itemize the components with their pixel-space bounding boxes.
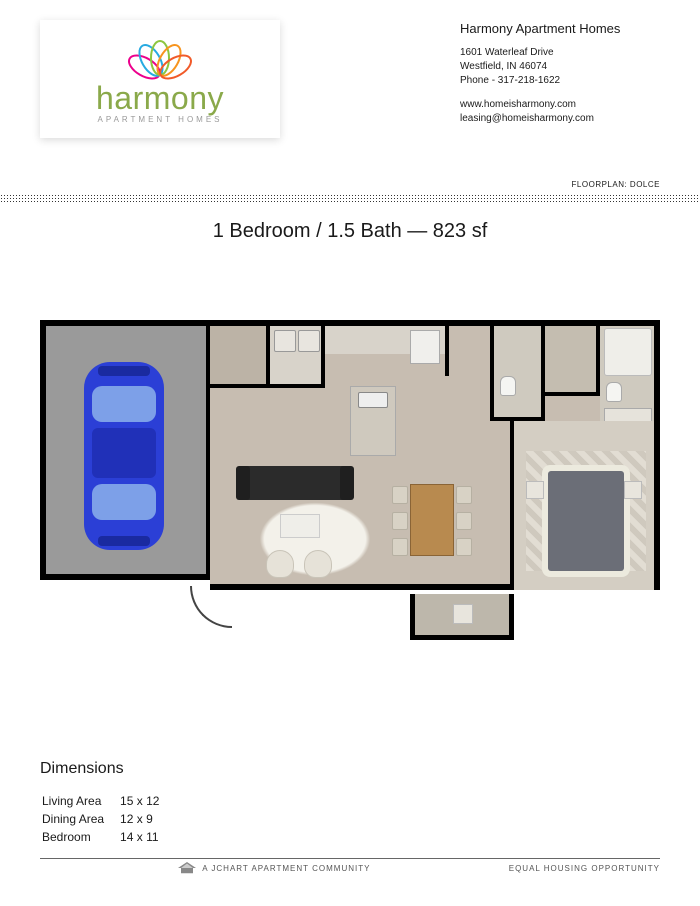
logo-card: harmony APARTMENT HOMES bbox=[40, 20, 280, 138]
logo-subtext: APARTMENT HOMES bbox=[97, 115, 222, 124]
page-title: 1 Bedroom / 1.5 Bath — 823 sf bbox=[0, 220, 700, 243]
logo-wordmark: harmony bbox=[96, 80, 224, 117]
table-row: Living Area 15 x 12 bbox=[42, 794, 173, 810]
dim-value: 15 x 12 bbox=[120, 794, 173, 810]
room-full-bath bbox=[600, 326, 654, 436]
interior-wall bbox=[445, 326, 449, 376]
phone: Phone - 317-218-1622 bbox=[460, 74, 660, 88]
garage-door-swing-icon bbox=[190, 586, 232, 628]
room-utility bbox=[210, 326, 270, 388]
bed-icon bbox=[548, 471, 624, 571]
website: www.homeisharmony.com bbox=[460, 98, 660, 112]
nightstand-icon bbox=[526, 481, 544, 499]
company-name: Harmony Apartment Homes bbox=[460, 20, 660, 38]
dim-label: Bedroom bbox=[42, 830, 118, 846]
dimensions-table: Living Area 15 x 12 Dining Area 12 x 9 B… bbox=[40, 792, 175, 848]
room-main-shell bbox=[210, 320, 660, 590]
sink-icon bbox=[358, 392, 388, 408]
dryer-icon bbox=[298, 330, 320, 352]
toilet-icon bbox=[606, 382, 622, 402]
footer-community: A JCHART APARTMENT COMMUNITY bbox=[202, 864, 370, 873]
address-line-2: Westfield, IN 46074 bbox=[460, 60, 660, 74]
bathtub-icon bbox=[604, 328, 652, 376]
house-icon bbox=[178, 862, 196, 874]
table-row: Dining Area 12 x 9 bbox=[42, 812, 173, 828]
dining-chair-icon bbox=[392, 538, 408, 556]
nightstand-icon bbox=[624, 481, 642, 499]
dim-label: Dining Area bbox=[42, 812, 118, 828]
dim-value: 14 x 11 bbox=[120, 830, 173, 846]
room-patio bbox=[410, 594, 514, 640]
header: harmony APARTMENT HOMES Harmony Apartmen… bbox=[0, 0, 700, 138]
address-line-1: 1601 Waterleaf Drive bbox=[460, 46, 660, 60]
footer: A JCHART APARTMENT COMMUNITY EQUAL HOUSI… bbox=[40, 862, 660, 874]
email: leasing@homeisharmony.com bbox=[460, 112, 660, 126]
room-garage bbox=[40, 320, 210, 580]
dining-table-icon bbox=[410, 484, 454, 556]
room-closet bbox=[545, 326, 600, 396]
patio-chair-icon bbox=[453, 604, 473, 624]
logo-flower-icon bbox=[125, 38, 195, 86]
dim-value: 12 x 9 bbox=[120, 812, 173, 828]
fridge-icon bbox=[410, 330, 440, 364]
room-bedroom bbox=[510, 421, 654, 590]
dimensions-section: Dimensions Living Area 15 x 12 Dining Ar… bbox=[40, 760, 175, 848]
table-row: Bedroom 14 x 11 bbox=[42, 830, 173, 846]
footer-rule bbox=[40, 858, 660, 859]
room-laundry bbox=[270, 326, 325, 388]
armchair-icon bbox=[266, 550, 294, 578]
coffee-table-icon bbox=[280, 514, 320, 538]
dining-chair-icon bbox=[456, 538, 472, 556]
dim-label: Living Area bbox=[42, 794, 118, 810]
floorplan-name: FLOORPLAN: DOLCE bbox=[572, 180, 660, 189]
dining-chair-icon bbox=[456, 486, 472, 504]
room-half-bath bbox=[490, 326, 545, 421]
armchair-icon bbox=[304, 550, 332, 578]
sofa-icon bbox=[240, 466, 350, 500]
dimensions-heading: Dimensions bbox=[40, 760, 175, 778]
toilet-icon bbox=[500, 376, 516, 396]
floorplan-diagram bbox=[40, 310, 660, 660]
divider-dotted bbox=[0, 194, 700, 204]
footer-eho: EQUAL HOUSING OPPORTUNITY bbox=[509, 864, 660, 873]
washer-icon bbox=[274, 330, 296, 352]
contact-block: Harmony Apartment Homes 1601 Waterleaf D… bbox=[460, 20, 660, 136]
dining-chair-icon bbox=[392, 486, 408, 504]
car-icon bbox=[76, 356, 172, 556]
dining-chair-icon bbox=[456, 512, 472, 530]
dining-chair-icon bbox=[392, 512, 408, 530]
